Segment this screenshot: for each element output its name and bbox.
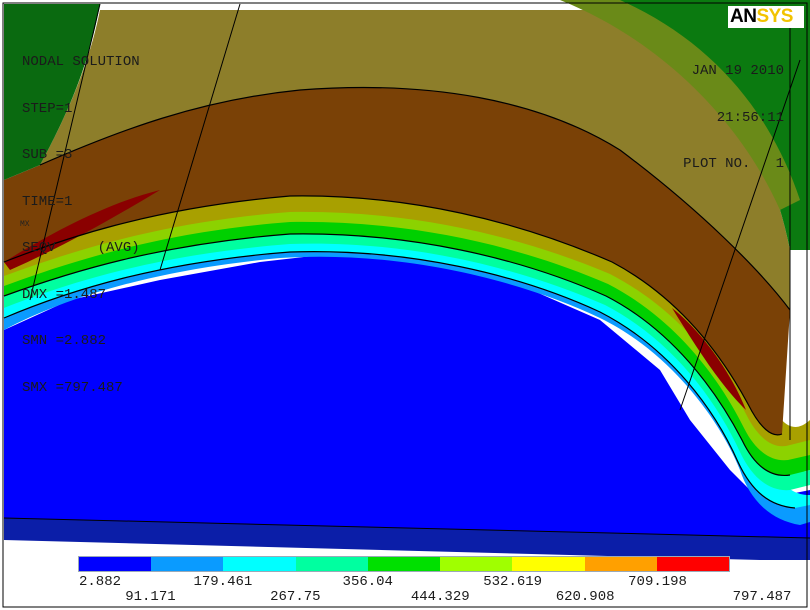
legend-value: 179.461 bbox=[193, 574, 252, 590]
date-stamp: JAN 19 2010 21:56:11 PLOT NO. 1 bbox=[683, 33, 784, 188]
stamp-plot-number: PLOT NO. 1 bbox=[683, 157, 784, 173]
info-line: NODAL SOLUTION bbox=[22, 55, 140, 71]
legend-swatch bbox=[151, 557, 223, 571]
info-line: DMX =1.487 bbox=[22, 288, 140, 304]
ansys-logo: ANSYS bbox=[728, 6, 804, 28]
contour-legend bbox=[78, 556, 730, 572]
max-marker-label: MX bbox=[20, 220, 30, 229]
info-line: SMN =2.882 bbox=[22, 334, 140, 350]
legend-swatch bbox=[512, 557, 584, 571]
legend-value: 267.75 bbox=[270, 589, 320, 605]
legend-value: 444.329 bbox=[411, 589, 470, 605]
legend-value: 2.882 bbox=[79, 574, 121, 590]
legend-value: 620.908 bbox=[556, 589, 615, 605]
stamp-date: JAN 19 2010 bbox=[683, 64, 784, 80]
legend-swatch bbox=[223, 557, 295, 571]
legend-value: 356.04 bbox=[343, 574, 393, 590]
legend-swatch bbox=[440, 557, 512, 571]
legend-swatch bbox=[657, 557, 729, 571]
legend-swatch bbox=[296, 557, 368, 571]
info-line: SEQV (AVG) bbox=[22, 241, 140, 257]
legend-value: 709.198 bbox=[628, 574, 687, 590]
legend-value: 797.487 bbox=[733, 589, 792, 605]
legend-value: 532.619 bbox=[483, 574, 542, 590]
info-line: STEP=1 bbox=[22, 102, 140, 118]
legend-swatch bbox=[79, 557, 151, 571]
legend-swatch bbox=[368, 557, 440, 571]
legend-value: 91.171 bbox=[125, 589, 175, 605]
info-line: SUB =3 bbox=[22, 148, 140, 164]
info-line: SMX =797.487 bbox=[22, 381, 140, 397]
logo-an-text: AN bbox=[730, 6, 756, 27]
logo-sys-text: SYS bbox=[756, 6, 793, 27]
stamp-time: 21:56:11 bbox=[683, 111, 784, 127]
solution-info: NODAL SOLUTION STEP=1 SUB =3 TIME=1 SEQV… bbox=[22, 24, 140, 412]
info-line: TIME=1 bbox=[22, 195, 140, 211]
legend-swatch bbox=[585, 557, 657, 571]
